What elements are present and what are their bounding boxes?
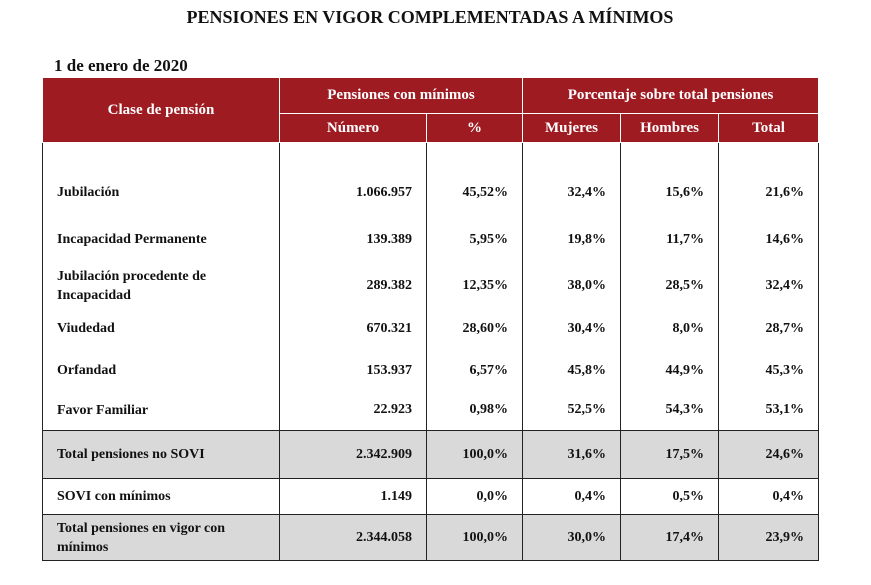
cell-hombres: 17,4% xyxy=(620,514,720,561)
cell-pct: 0,98% xyxy=(425,390,524,431)
table-row: Jubilación 1.066.957 45,52% 32,4% 15,6% 21,6% xyxy=(42,170,820,215)
cell-pct: 45,52% xyxy=(425,170,524,215)
cell-pct: 100,0% xyxy=(425,514,524,561)
cell-label: Viudedad xyxy=(42,306,280,351)
cell-numero: 22.923 xyxy=(279,390,427,431)
cell-label: Jubilación xyxy=(42,170,280,215)
table-row: Orfandad 153.937 6,57% 45,8% 44,9% 45,3% xyxy=(42,350,820,391)
cell-pct: 28,60% xyxy=(425,306,524,351)
header-pct: % xyxy=(425,113,524,143)
cell-mujeres: 38,0% xyxy=(522,264,622,307)
cell-hombres: 17,5% xyxy=(620,430,720,479)
cell-mujeres: 0,4% xyxy=(522,478,622,515)
cell-hombres: 0,5% xyxy=(620,478,720,515)
cell-hombres: 54,3% xyxy=(620,390,720,431)
date-subtitle: 1 de enero de 2020 xyxy=(54,56,188,75)
cell-mujeres: 19,8% xyxy=(522,214,622,265)
cell-label: Favor Familiar xyxy=(42,390,280,431)
cell-mujeres: 45,8% xyxy=(522,350,622,391)
table-row: Viudedad 670.321 28,60% 30,4% 8,0% 28,7% xyxy=(42,306,820,351)
cell-numero: 1.066.957 xyxy=(279,170,427,215)
spacer-row xyxy=(42,142,820,171)
cell-numero: 1.149 xyxy=(279,478,427,515)
table-row: Total pensiones en vigor con mínimos 2.34… xyxy=(42,514,820,561)
header-mujeres: Mujeres xyxy=(522,113,622,143)
cell-numero: 153.937 xyxy=(279,350,427,391)
cell-hombres: 8,0% xyxy=(620,306,720,351)
table-row: Incapacidad Permanente 139.389 5,95% 19,8% 1… xyxy=(42,214,820,265)
header-hombres: Hombres xyxy=(620,113,720,143)
header-numero: Número xyxy=(279,113,427,143)
cell-hombres: 28,5% xyxy=(620,264,720,307)
table-row: Jubilación procedente de Incapacidad 289.… xyxy=(42,264,820,307)
cell-label: Total pensiones en vigor con mínimos xyxy=(42,514,280,561)
header-group-porcentaje: Porcentaje sobre total pensiones xyxy=(522,77,820,114)
cell-label: SOVI con mínimos xyxy=(42,478,280,515)
cell-total: 24,6% xyxy=(718,430,820,479)
cell-mujeres: 52,5% xyxy=(522,390,622,431)
cell-hombres: 44,9% xyxy=(620,350,720,391)
cell-numero: 2.344.058 xyxy=(279,514,427,561)
cell-mujeres: 32,4% xyxy=(522,170,622,215)
cell-mujeres: 30,0% xyxy=(522,514,622,561)
header-clase: Clase de pensión xyxy=(42,77,280,143)
cell-mujeres: 31,6% xyxy=(522,430,622,479)
cell-total: 45,3% xyxy=(718,350,820,391)
cell-label: Jubilación procedente de Incapacidad xyxy=(42,264,280,307)
cell-label: Orfandad xyxy=(42,350,280,391)
pensions-table: Clase de pensión Pensiones con mínimos P… xyxy=(42,77,820,561)
cell-total: 32,4% xyxy=(718,264,820,307)
cell-pct: 6,57% xyxy=(425,350,524,391)
cell-total: 23,9% xyxy=(718,514,820,561)
cell-total: 28,7% xyxy=(718,306,820,351)
cell-pct: 5,95% xyxy=(425,214,524,265)
cell-hombres: 11,7% xyxy=(620,214,720,265)
cell-total: 21,6% xyxy=(718,170,820,215)
cell-numero: 670.321 xyxy=(279,306,427,351)
table-row: SOVI con mínimos 1.149 0,0% 0,4% 0,5% 0,4% xyxy=(42,478,820,515)
cell-total: 53,1% xyxy=(718,390,820,431)
cell-numero: 289.382 xyxy=(279,264,427,307)
page-title: PENSIONES EN VIGOR COMPLEMENTADAS A MÍNI… xyxy=(186,7,674,27)
cell-numero: 139.389 xyxy=(279,214,427,265)
cell-pct: 100,0% xyxy=(425,430,524,479)
cell-hombres: 15,6% xyxy=(620,170,720,215)
table-row: Total pensiones no SOVI 2.342.909 100,0% 31… xyxy=(42,430,820,479)
cell-pct: 0,0% xyxy=(425,478,524,515)
header-total: Total xyxy=(718,113,820,143)
cell-mujeres: 30,4% xyxy=(522,306,622,351)
cell-numero: 2.342.909 xyxy=(279,430,427,479)
cell-label: Total pensiones no SOVI xyxy=(42,430,280,479)
cell-total: 0,4% xyxy=(718,478,820,515)
cell-label: Incapacidad Permanente xyxy=(42,214,280,265)
header-group-pensiones: Pensiones con mínimos xyxy=(278,77,524,114)
cell-total: 14,6% xyxy=(718,214,820,265)
table-row: Favor Familiar 22.923 0,98% 52,5% 54,3% 53,1% xyxy=(42,390,820,431)
cell-pct: 12,35% xyxy=(425,264,524,307)
